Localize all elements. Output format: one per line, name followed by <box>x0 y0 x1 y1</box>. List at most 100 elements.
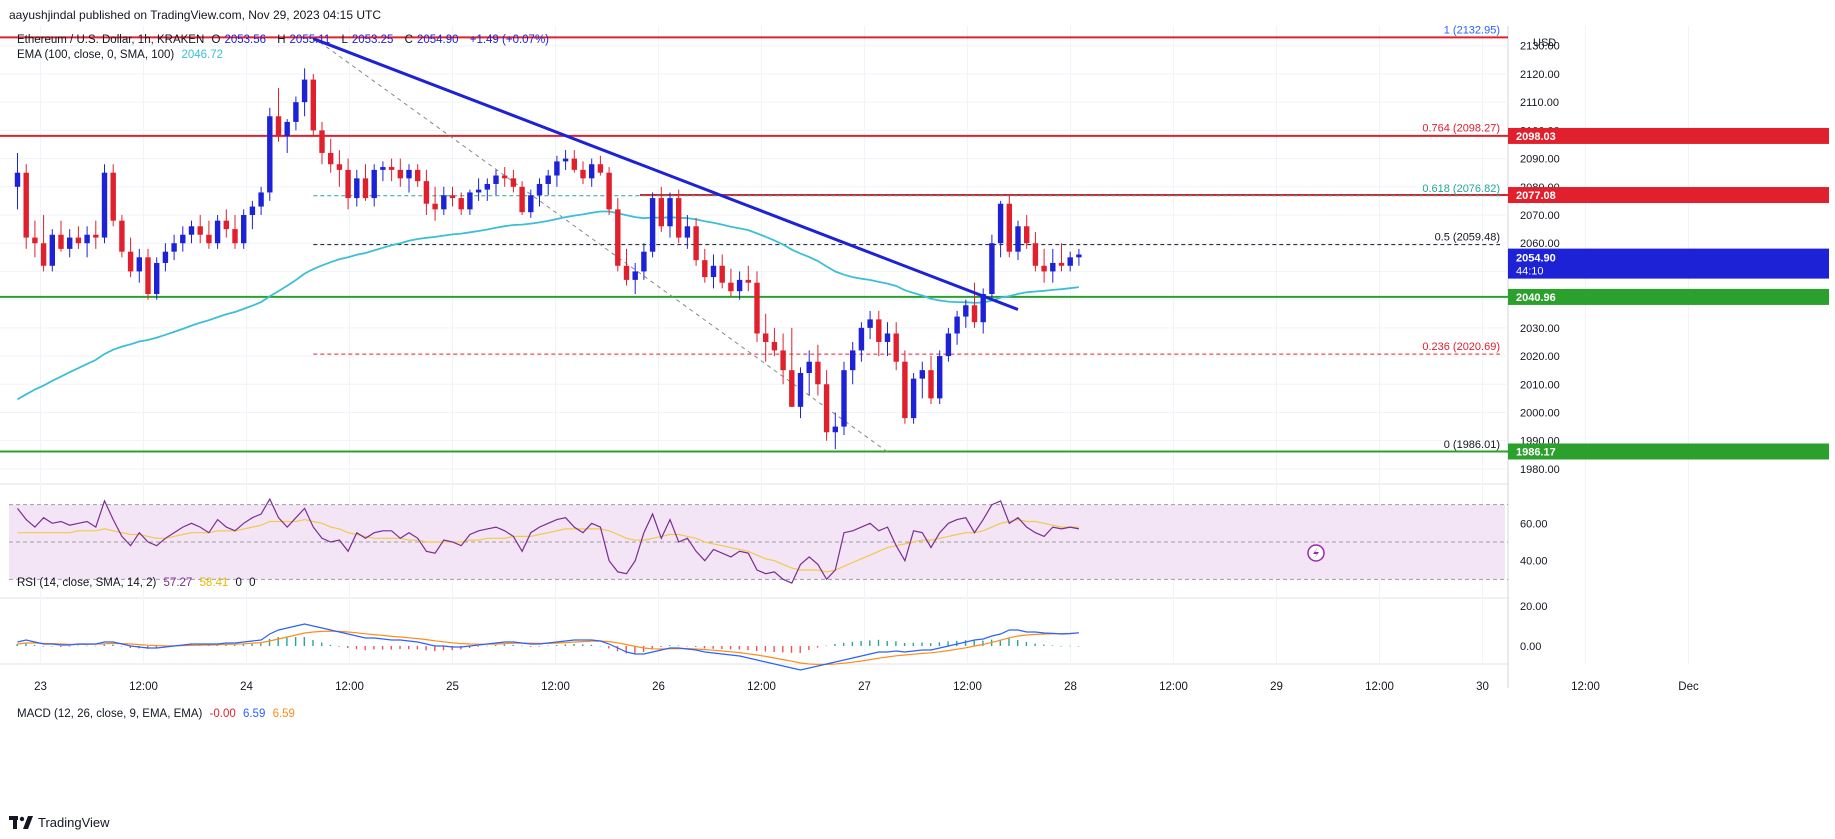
macd-hist-bar <box>1043 644 1045 646</box>
candle-body <box>797 372 804 407</box>
candle-body <box>832 426 838 433</box>
macd-hist-bar <box>364 646 366 651</box>
open-value: 2053.56 <box>224 34 267 46</box>
macd-hist-bar <box>834 644 836 646</box>
macd-hist-bar <box>33 645 36 646</box>
candle-body <box>214 220 221 244</box>
price-tick-label: 1980.00 <box>1520 464 1560 476</box>
candle-body <box>763 333 769 342</box>
x-tick-label: 24 <box>240 681 253 693</box>
ema-legend: EMA (100, close, 0, SMA, 100) 2046.72 <box>17 49 227 61</box>
macd-hist-bar <box>277 637 279 646</box>
bearish-trendline <box>312 37 1019 311</box>
macd-hist-bar <box>408 646 410 650</box>
macd-hist-bar <box>895 641 897 646</box>
macd-hist-bar <box>843 642 845 646</box>
candle-body <box>1050 262 1056 272</box>
candle-body <box>580 169 586 179</box>
candle-body <box>223 220 229 230</box>
macd-hist-bar <box>16 644 18 646</box>
candle-body <box>771 341 778 351</box>
macd-hist-bar <box>712 646 714 649</box>
candle-body <box>267 116 273 193</box>
fib-level-label: 0.236 (2020.69) <box>1422 341 1500 353</box>
macd-hist-bar <box>677 645 680 646</box>
macd-hist-bar <box>529 646 532 647</box>
macd-hist-bar <box>155 646 158 649</box>
macd-hist-bar <box>434 646 436 652</box>
candle-body <box>484 183 490 190</box>
macd-hist-bar <box>686 646 688 647</box>
macd-hist-bar <box>903 643 906 646</box>
x-tick-label: 12:00 <box>747 681 776 693</box>
candle-body <box>232 229 238 244</box>
candle-body <box>40 243 47 266</box>
tradingview-logo-icon <box>9 816 33 829</box>
candle-body <box>336 164 343 170</box>
x-tick-label: Dec <box>1678 681 1699 693</box>
candle-body <box>841 370 847 427</box>
macd-hist-bar <box>468 646 471 648</box>
candle-body <box>380 167 386 170</box>
candle-body <box>919 370 925 379</box>
fib-level-label: 1 (2132.95) <box>1444 24 1500 36</box>
publisher-header: aayushjindal published on TradingView.co… <box>9 8 382 22</box>
rsi-value: 57.27 <box>163 577 193 589</box>
candle-body <box>676 198 682 238</box>
macd-hist-bar <box>347 646 349 648</box>
macd-hist-bar <box>399 646 401 649</box>
close-label: C <box>404 34 413 46</box>
ema-line <box>17 210 1080 401</box>
candle-body <box>719 265 725 283</box>
macd-hist-bar <box>1034 643 1036 646</box>
macd-hist-bar <box>721 646 723 649</box>
candle-body <box>850 350 856 371</box>
macd-tick-label: 0.00 <box>1520 641 1541 653</box>
candle-body <box>23 172 29 238</box>
candle-body <box>354 178 360 199</box>
x-tick-label: 12:00 <box>1365 681 1394 693</box>
candle-body <box>1024 226 1030 244</box>
macd-hist-bar <box>512 644 514 646</box>
macd-hist-bar <box>1025 642 1028 646</box>
tradingview-brand[interactable]: TradingView <box>9 815 110 830</box>
candle-body <box>510 178 517 187</box>
macd-hist-bar <box>390 646 392 650</box>
macd-hist-bar <box>442 646 445 651</box>
macd-hist-bar <box>738 646 740 650</box>
candle-body <box>615 209 621 266</box>
macd-hist-bar <box>42 646 44 647</box>
candle-body <box>684 226 691 238</box>
candle-body <box>328 152 334 165</box>
candle-body <box>119 220 125 252</box>
macd-hist-bar <box>77 645 79 647</box>
macd-hist-bar <box>790 646 793 653</box>
macd-hist-bar <box>938 642 941 646</box>
candle-body <box>362 178 369 199</box>
price-tick-label: 2070.00 <box>1520 210 1560 222</box>
macd-line-value: 6.59 <box>242 708 266 720</box>
macd-hist-bar <box>503 644 506 646</box>
macd-hist-bar <box>642 646 645 652</box>
candle-body <box>93 234 99 238</box>
macd-hist-bar <box>521 645 523 647</box>
candle-body <box>275 116 282 137</box>
open-label: O <box>211 34 221 46</box>
macd-hist-bar <box>260 643 262 646</box>
candle-body <box>493 175 499 184</box>
candle-body <box>649 198 656 252</box>
macd-hist-bar <box>338 646 340 647</box>
rsi-tick-label: 40.00 <box>1520 556 1548 568</box>
macd-hist-bar <box>703 646 706 649</box>
candle-body <box>49 234 55 266</box>
macd-hist-bar <box>616 646 619 652</box>
macd-hist-bar <box>921 642 923 646</box>
candle-body <box>789 370 795 407</box>
price-tick-label: 2030.00 <box>1520 323 1560 335</box>
candle-body <box>736 279 743 292</box>
macd-hist-bar <box>1017 640 1019 646</box>
candle-body <box>554 161 560 176</box>
candle-body <box>980 293 986 323</box>
macd-hist-bar <box>773 646 775 652</box>
